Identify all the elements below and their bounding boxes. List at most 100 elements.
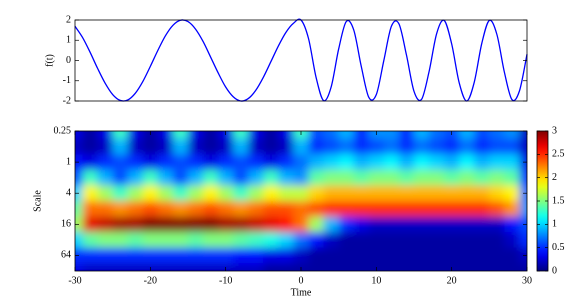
heatmap-cell — [188, 131, 204, 140]
heatmap-cell — [353, 131, 370, 140]
heatmap-cell — [97, 185, 114, 202]
heatmap-cell — [489, 216, 505, 233]
heatmap-cell — [97, 247, 114, 264]
heatmap-cell — [75, 131, 84, 140]
heatmap-cell — [203, 169, 219, 186]
heatmap-cell — [82, 169, 99, 186]
heatmap-cell — [398, 154, 415, 171]
heatmap-cell — [112, 131, 129, 140]
heatmap-cell — [97, 154, 114, 171]
heatmap-cell — [263, 131, 279, 140]
heatmap-cell — [203, 232, 219, 249]
heatmap-cell — [338, 263, 355, 271]
heatmap-cell — [429, 154, 445, 171]
heatmap-cell — [218, 185, 234, 202]
heatmap-cell — [459, 131, 475, 140]
heatmap-cell — [474, 201, 490, 218]
heatmap-cell — [338, 131, 355, 140]
heatmap-cell — [353, 169, 370, 186]
heatmap-cell — [248, 131, 264, 140]
heatmap-cell — [398, 131, 415, 140]
heatmap-cell — [474, 263, 490, 271]
heatmap-cell — [293, 201, 310, 218]
heatmap-cell — [142, 232, 159, 249]
heatmap-cell — [188, 185, 204, 202]
heatmap-cell — [414, 185, 430, 202]
heatmap-cell — [444, 185, 460, 202]
heatmap-cell — [127, 154, 144, 171]
heatmap-cell — [233, 169, 249, 186]
heatmap-cell — [97, 216, 114, 233]
heatmap-cell — [459, 138, 475, 155]
heatmap-cell — [157, 169, 174, 186]
x-tick-label: -30 — [68, 275, 81, 286]
heatmap-cell — [127, 185, 144, 202]
heatmap-cell — [142, 247, 159, 264]
heatmap-cell — [112, 185, 129, 202]
heatmap-cell — [353, 263, 370, 271]
heatmap-cell — [368, 216, 385, 233]
heatmap-cell — [414, 247, 430, 264]
heatmap-cell — [444, 201, 460, 218]
heatmap-cell — [368, 247, 385, 264]
heatmap-cell — [82, 201, 99, 218]
y-axis-label: f(t) — [44, 54, 55, 67]
heatmap-cell — [172, 138, 189, 155]
heatmap-cell — [233, 131, 249, 140]
heatmap-cell — [97, 138, 114, 155]
heatmap-cell — [398, 169, 415, 186]
heatmap-cell — [519, 169, 527, 186]
heatmap-cell — [474, 247, 490, 264]
heatmap-cell — [459, 169, 475, 186]
heatmap-cell — [157, 247, 174, 264]
heatmap-cell — [353, 232, 370, 249]
colorbar-tick-label: 1 — [552, 219, 557, 230]
heatmap-cell — [444, 138, 460, 155]
heatmap-cell — [293, 138, 310, 155]
heatmap-cell — [263, 247, 279, 264]
heatmap-cell — [353, 201, 370, 218]
heatmap-cell — [75, 263, 84, 271]
heatmap-cell — [203, 154, 219, 171]
heatmap-cell — [489, 169, 505, 186]
heatmap-cell — [127, 232, 144, 249]
heatmap-cell — [429, 138, 445, 155]
heatmap-cell — [368, 185, 385, 202]
x-tick-label: 0 — [299, 275, 304, 286]
x-tick-label: 20 — [447, 275, 457, 286]
heatmap-cell — [338, 216, 355, 233]
heatmap-cell — [414, 131, 430, 140]
heatmap-cell — [218, 138, 234, 155]
heatmap-cell — [414, 169, 430, 186]
heatmap-cell — [353, 247, 370, 264]
heatmap-cell — [383, 263, 400, 271]
heatmap-cell — [444, 131, 460, 140]
heatmap-cell — [383, 131, 400, 140]
heatmap-cell — [142, 201, 159, 218]
heatmap-cell — [293, 131, 310, 140]
heatmap-cell — [157, 216, 174, 233]
x-axis-label: Time — [291, 287, 312, 298]
heatmap-cell — [203, 247, 219, 264]
heatmap-cell — [75, 169, 84, 186]
heatmap-cell — [323, 232, 340, 249]
heatmap-cell — [489, 232, 505, 249]
heatmap-cell — [142, 169, 159, 186]
heatmap-cell — [75, 138, 84, 155]
heatmap-cell — [519, 263, 527, 271]
heatmap-cell — [474, 216, 490, 233]
heatmap-cell — [248, 216, 264, 233]
heatmap-cell — [218, 154, 234, 171]
y-axis-label: Scale — [32, 190, 43, 212]
heatmap-cell — [368, 232, 385, 249]
y-tick-label: 4 — [66, 188, 71, 199]
heatmap-cell — [127, 201, 144, 218]
heatmap-cell — [188, 216, 204, 233]
heatmap-cell — [188, 232, 204, 249]
y-tick-label: 0 — [66, 55, 71, 66]
heatmap-cell — [142, 216, 159, 233]
heatmap-cell — [308, 131, 325, 140]
heatmap-cell — [248, 263, 264, 271]
heatmap-cell — [429, 216, 445, 233]
